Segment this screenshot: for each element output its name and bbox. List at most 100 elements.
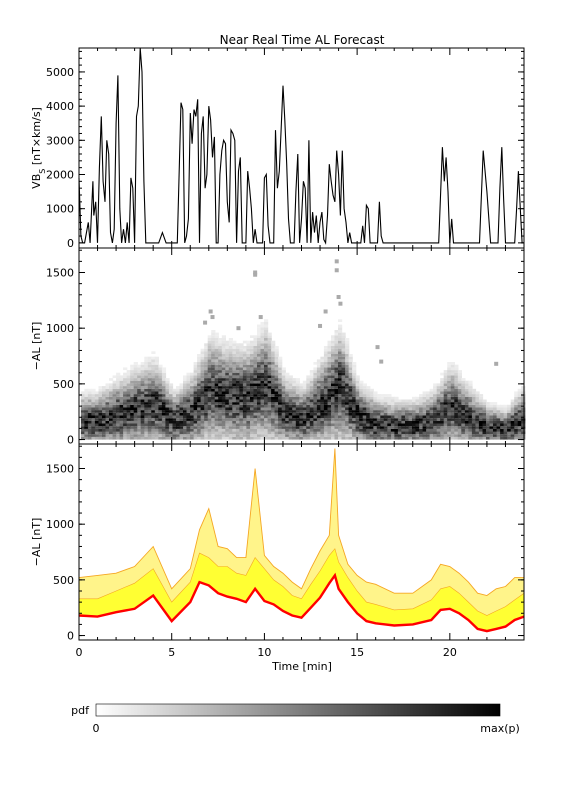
heatmap-cell [102,428,107,432]
heatmap-cell [383,423,388,427]
heatmap-cell [320,396,325,400]
heatmap-cell [228,380,233,384]
heatmap-cell [450,391,455,395]
heatmap-cell [274,364,279,368]
heatmap-cell [119,402,124,405]
heatmap-cell [264,319,269,322]
heatmap-cell [221,380,226,384]
heatmap-cell [288,391,293,395]
heatmap-cell [390,396,396,400]
heatmap-cell [221,367,226,371]
heatmap-cell [454,375,459,379]
heatmap-cell [390,420,396,424]
heatmap-cell [429,391,434,395]
heatmap-cell [348,380,353,384]
heatmap-cell [211,348,216,352]
heatmap-cell [112,402,117,405]
heatmap-cell [264,423,269,427]
heatmap-cell [478,436,484,440]
heatmap-cell [235,370,241,373]
heatmap-cell [147,399,152,403]
heatmap-cell [260,332,265,336]
heatmap-cell [105,404,110,408]
heatmap-cell [331,351,336,354]
heatmap-cell [486,420,491,424]
heatmap-cell [137,383,142,387]
heatmap-cell [232,343,237,346]
heatmap-cell [500,407,505,411]
heatmap-cell [331,338,336,341]
heatmap-cell [295,436,300,440]
heatmap-cell [274,428,279,432]
heatmap-cell [242,418,248,421]
heatmap-cell [186,420,191,424]
heatmap-cell [253,399,258,403]
heatmap-cell [218,380,223,384]
heatmap-cell [123,407,128,411]
chart-title: Near Real Time AL Forecast [220,33,385,47]
heatmap-cell [186,375,191,379]
heatmap-cell [478,399,484,403]
colorbar-max-label: max(p) [480,722,520,735]
heatmap-cell [299,407,304,411]
heatmap-cell [200,423,205,427]
heatmap-cell [225,396,230,400]
heatmap-cell [327,391,332,395]
heatmap-cell [94,418,100,421]
heatmap-cell [292,426,297,429]
heatmap-cell [123,436,128,440]
heatmap-cell [246,388,251,392]
heatmap-cell [242,412,248,416]
heatmap-cell [302,399,307,403]
heatmap-cell [295,415,300,419]
heatmap-outlier-cell [334,268,339,273]
heatmap-cell [387,396,392,400]
heatmap-cell [278,364,283,368]
heatmap-cell [440,399,445,403]
heatmap-cell [242,359,248,363]
heatmap-cell [197,431,202,435]
heatmap-cell [200,418,205,421]
heatmap-cell [158,436,163,440]
heatmap-cell [109,391,114,395]
heatmap-cell [422,415,427,419]
heatmap-cell [327,354,332,357]
heatmap-cell [334,380,339,384]
heatmap-cell [338,418,343,421]
heatmap-cell [94,436,100,440]
heatmap-cell [225,356,230,360]
heatmap-cell [228,434,233,437]
heatmap-cell [461,420,466,424]
heatmap-cell [426,428,431,432]
heatmap-cell [288,418,293,421]
heatmap-cell [338,407,343,411]
heatmap-cell [242,434,248,437]
heatmap-cell [323,404,329,408]
heatmap-cell [454,426,459,429]
heatmap-cell [271,378,276,381]
heatmap-cell [362,394,367,397]
heatmap-cell [429,402,434,405]
heatmap-cell [415,423,420,427]
heatmap-cell [218,386,223,389]
heatmap-cell [327,415,332,419]
heatmap-cell [323,346,329,349]
heatmap-cell [267,399,272,403]
heatmap-cell [500,415,505,419]
heatmap-cell [271,436,276,440]
heatmap-cell [521,418,526,421]
heatmap-cell [179,436,184,440]
heatmap-cell [109,402,114,405]
heatmap-cell [98,420,103,424]
heatmap-cell [323,386,329,389]
heatmap-cell [348,434,353,437]
heatmap-cell [412,428,417,432]
heatmap-cell [405,399,410,403]
heatmap-cell [285,431,290,435]
heatmap-cell [91,436,96,440]
heatmap-cell [172,396,177,400]
heatmap-cell [517,436,522,440]
heatmap-cell [200,434,205,437]
heatmap-cell [468,383,473,387]
heatmap-cell [239,402,244,405]
